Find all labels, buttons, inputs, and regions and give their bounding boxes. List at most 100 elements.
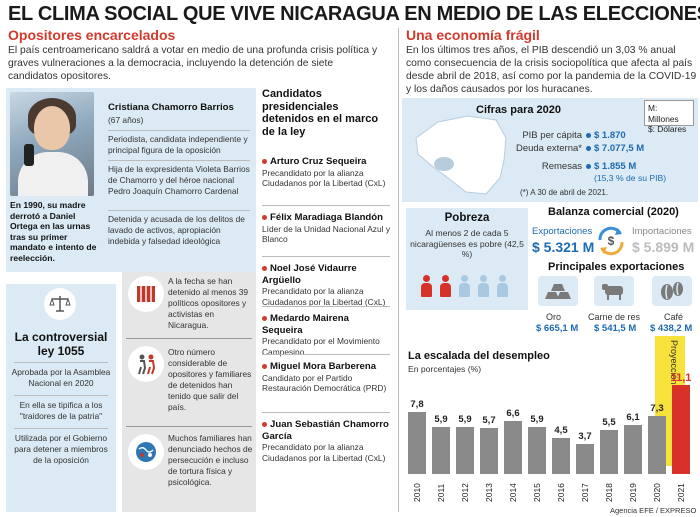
pobreza-title: Pobreza [444, 212, 490, 224]
candidate-item: Miguel Mora Barberena Candidato por el P… [262, 361, 392, 394]
cifras-note: (*) A 30 de abril de 2021. [520, 188, 609, 197]
left-intro: El país centroamericano saldrá a votar e… [8, 45, 378, 82]
bar-2011 [432, 426, 450, 474]
year-label: 2018 [604, 483, 614, 502]
candidates-heading: Candidatos presidenciales detenidos en e… [262, 88, 379, 138]
person-poor-icon [439, 275, 451, 297]
stat-remesas-label: Remesas [541, 161, 582, 172]
bullet-icon [262, 315, 267, 321]
cow-icon [594, 276, 634, 306]
candidate-name: Félix Maradiaga Blandón [270, 212, 384, 223]
candidate-name: Medardo Mairena Sequeira [262, 313, 349, 336]
column-divider [398, 28, 399, 512]
export-label-gold: Oro [546, 312, 562, 322]
person-icon [477, 275, 489, 297]
bar-value-label: 11,1 [670, 372, 692, 385]
fact-2: Otro número considerable de opositores y… [168, 347, 252, 412]
year-label: 2015 [532, 483, 542, 502]
bar-2013 [480, 428, 498, 474]
export-label-coffee: Café [664, 312, 684, 322]
bar-2014 [504, 421, 522, 474]
year-label: 2011 [436, 483, 446, 502]
candidate-name: Miguel Mora Barberena [270, 361, 377, 372]
divider [14, 362, 108, 363]
exchange-icon: $ [598, 226, 624, 256]
person-icon [458, 275, 470, 297]
chart-subtitle: En porcentajes (%) [408, 364, 482, 374]
profile-caption: En 1990, su madre derrotó a Daniel Orteg… [10, 200, 97, 263]
candidate-desc: Precandidato por la alianza Ciudadanos p… [262, 286, 386, 307]
divider [262, 205, 390, 206]
candidate-desc: Candidato por el Partido Restauración De… [262, 372, 387, 394]
bullet-icon [262, 265, 267, 271]
year-label: 2021 [676, 483, 686, 502]
bar-value-label: 3,7 [578, 431, 592, 443]
person-poor-icon [420, 275, 432, 297]
bar-2019 [624, 425, 642, 474]
profile-age: (67 años) [108, 115, 144, 125]
law-p2: En ella se tipifica a los "traidores de … [19, 400, 103, 421]
page-title: EL CLIMA SOCIAL QUE VIVE NICARAGUA EN ME… [8, 3, 700, 25]
bar-value-label: 5,9 [458, 413, 472, 425]
divider [108, 130, 250, 131]
bar-2020 [648, 415, 666, 474]
law-p3: Utilizada por el Gobierno para detener a… [14, 433, 108, 465]
divider [14, 428, 108, 429]
bar-value-label: 5,9 [530, 413, 544, 425]
year-label: 2012 [460, 483, 470, 502]
candidate-item: Arturo Cruz Sequeira Precandidato por la… [262, 156, 392, 189]
bar-2021 [672, 385, 690, 474]
credit: Agencia EFE / EXPRESO [610, 506, 697, 515]
facts-panel [122, 272, 256, 512]
candidate-item: Medardo Mairena Sequeira Precandidato po… [262, 313, 392, 357]
fact-3: Muchos familiares han denunciado hechos … [168, 433, 253, 487]
bar-value-label: 7,3 [650, 402, 664, 414]
profile-p1: Periodista, candidata independiente y pr… [108, 134, 248, 155]
profile-name: Cristiana Chamorro Barrios [108, 102, 234, 113]
candidate-name: Juan Sebastián Chamorro García [262, 419, 389, 442]
candidate-name: Noel José Vidaurre Argüello [262, 263, 357, 286]
year-label: 2020 [652, 483, 662, 502]
year-label: 2010 [412, 483, 422, 502]
year-label: 2016 [556, 483, 566, 502]
bar-2017 [576, 444, 594, 474]
export-value-coffee: $ 438,2 M [650, 323, 693, 334]
divider [262, 354, 390, 355]
bar-value-label: 4,5 [554, 425, 568, 436]
imports-value: $ 5.899 M [632, 239, 695, 255]
svg-text:$: $ [608, 234, 615, 248]
candidate-name: Arturo Cruz Sequeira [270, 156, 367, 167]
bullet-icon [586, 133, 591, 138]
divider [126, 426, 252, 427]
pobreza-text: Al menos 2 de cada 5 nicaragüenses es po… [410, 228, 524, 259]
law-panel [6, 284, 116, 512]
bar-value-label: 5,5 [602, 417, 616, 428]
scales-icon [44, 288, 76, 320]
bar-2018 [600, 430, 618, 474]
bar-value-label: 5,7 [482, 415, 496, 427]
stat-debt-value: $ 7.077,5 M [594, 143, 645, 154]
exports-value: $ 5.321 M [532, 239, 595, 255]
bullet-icon [262, 214, 267, 220]
fact-1: A la fecha se han detenido al menos 39 p… [168, 276, 249, 330]
profile-p2: Hija de la expresidenta Violeta Barrios … [108, 164, 250, 196]
legend-box: M: Millones $: Dólares [644, 100, 694, 134]
balanza-title: Balanza comercial (2020) [548, 206, 679, 218]
chart-title: La escalada del desempleo [408, 350, 550, 362]
year-label: 2013 [484, 483, 494, 502]
nicaragua-map-icon [415, 115, 507, 195]
coffee-icon [652, 276, 692, 306]
gold-bars-icon [538, 276, 578, 306]
year-label: 2014 [508, 483, 518, 502]
bullet-icon [262, 158, 267, 164]
export-value-beef: $ 541,5 M [594, 323, 637, 334]
year-label: 2019 [628, 483, 638, 502]
right-heading: Una economía frágil [406, 27, 540, 43]
bar-2012 [456, 426, 474, 474]
bar-value-label: 6,1 [626, 412, 640, 424]
divider [262, 256, 390, 257]
bar-2015 [528, 426, 546, 474]
stat-remesas-value: $ 1.855 M [594, 161, 637, 172]
stat-debt-label: Deuda externa* [515, 143, 582, 154]
candidate-desc: Precandidato por la alianza Ciudadanos p… [262, 442, 386, 463]
